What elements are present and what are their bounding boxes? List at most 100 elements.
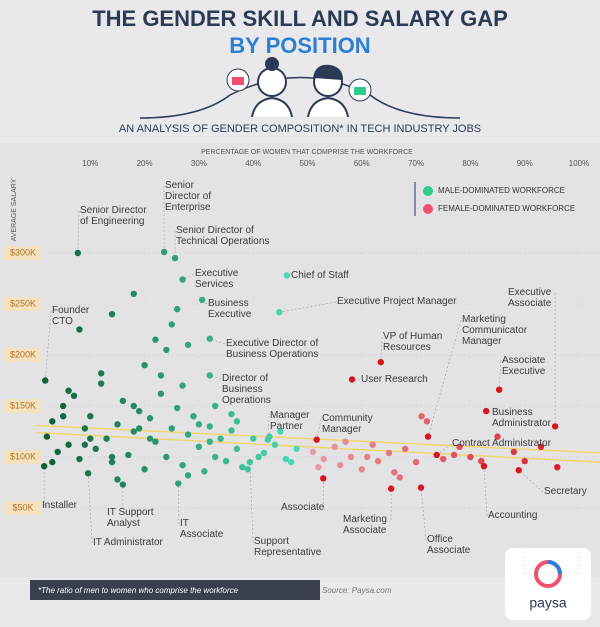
y-tick-box: [4, 399, 42, 413]
labeled-point: [482, 407, 490, 415]
data-point: [211, 453, 219, 461]
data-point: [130, 290, 137, 297]
point-label: Senior Director of Enterprise: [165, 180, 212, 213]
point-label: Senior Director of Engineering: [80, 205, 147, 227]
labeled-point: [551, 423, 559, 430]
x-tick-label: 30%: [191, 159, 207, 168]
leader-line: [483, 466, 488, 517]
point-label: Executive Project Manager: [337, 296, 457, 307]
labeled-point: [171, 254, 179, 262]
footnote: *The ratio of men to women who comprise …: [38, 586, 239, 595]
point-label: Founder CTO: [52, 305, 90, 327]
header-icons: [139, 57, 461, 119]
labeled-point: [320, 475, 327, 482]
data-point: [81, 425, 89, 432]
chart-title: THE GENDER SKILL AND SALARY GAP: [92, 6, 508, 31]
brand: paysa: [529, 595, 567, 611]
data-point: [195, 421, 203, 428]
point-label: Director of Business Operations: [222, 373, 271, 406]
data-point: [103, 435, 110, 442]
leader-line: [436, 443, 452, 456]
data-point: [146, 435, 154, 442]
labeled-point: [119, 481, 127, 488]
data-point: [130, 402, 137, 410]
data-point: [97, 370, 105, 377]
data-point: [374, 457, 382, 465]
subtitle: AN ANALYSIS OF GENDER COMPOSITION* IN TE…: [119, 123, 481, 135]
point-label: VP of Human Resources: [383, 331, 443, 353]
data-point: [239, 464, 246, 471]
subtitle-banner: [120, 120, 480, 136]
data-point: [554, 464, 561, 471]
data-point: [87, 435, 94, 442]
data-point: [320, 455, 327, 463]
labeled-point: [74, 249, 82, 257]
data-point: [184, 431, 192, 438]
point-label: Executive Services: [195, 268, 239, 290]
point-label: User Research: [361, 374, 428, 385]
data-point: [358, 466, 365, 473]
labeled-point: [377, 358, 385, 366]
labeled-point: [206, 335, 213, 342]
legend-swatch: [423, 186, 433, 196]
labeled-point: [246, 458, 254, 466]
data-point: [70, 392, 78, 399]
data-point: [206, 423, 213, 430]
data-point: [309, 448, 317, 456]
data-point: [467, 453, 474, 461]
data-point: [163, 346, 170, 354]
data-point: [173, 305, 181, 313]
leader-line: [352, 379, 361, 381]
labeled-point: [480, 462, 488, 470]
data-point: [293, 445, 300, 453]
data-point: [92, 445, 99, 453]
y-tick-label: $150K: [10, 400, 36, 410]
data-point: [54, 448, 61, 456]
x-tick-label: 100%: [569, 159, 589, 168]
data-point: [336, 461, 344, 469]
logo-mark-accent: [547, 560, 562, 575]
leader-line: [316, 418, 322, 440]
data-point: [163, 453, 170, 461]
data-point: [65, 387, 72, 394]
labeled-point: [515, 467, 522, 474]
data-point: [59, 402, 67, 410]
y-tick-label: $250K: [10, 298, 36, 308]
point-label: Senior Director of Technical Operations: [176, 225, 270, 247]
labeled-point: [42, 377, 49, 384]
data-point: [385, 449, 393, 457]
y-tick-box: [4, 297, 42, 311]
data-point: [135, 425, 143, 432]
point-label: Marketing Communicator Manager: [462, 314, 528, 347]
point-label: Contract Administrator: [452, 438, 551, 449]
x-tick-label: 80%: [462, 159, 478, 168]
data-point: [135, 407, 143, 415]
data-point: [364, 453, 371, 461]
y-tick-label: $100K: [10, 451, 36, 461]
data-point: [412, 458, 420, 466]
point-label: Manager Partner: [270, 410, 310, 432]
leader-line: [77, 210, 80, 254]
leader-line: [279, 301, 337, 313]
footnote-bar: [30, 580, 320, 600]
data-point: [87, 413, 94, 420]
data-point: [347, 453, 355, 461]
labeled-point: [264, 436, 272, 443]
legend-label: FEMALE-DOMINATED WORKFORCE: [438, 204, 575, 213]
data-point: [402, 445, 409, 453]
x-axis-title: PERCENTAGE OF WOMEN THAT COMPRISE THE WO…: [201, 149, 413, 156]
y-tick-label: $200K: [10, 349, 36, 359]
data-point: [255, 453, 262, 461]
data-point: [494, 433, 501, 440]
data-point: [108, 458, 116, 466]
data-point: [108, 311, 116, 318]
data-point: [260, 449, 268, 457]
data-point: [211, 402, 219, 410]
data-point: [157, 390, 165, 397]
y-tick-box: [4, 348, 42, 362]
y-axis-title: AVERAGE SALARY: [11, 178, 18, 241]
data-point: [456, 443, 463, 450]
legend-label: MALE-DOMINATED WORKFORCE: [438, 186, 565, 195]
data-point: [179, 461, 186, 469]
